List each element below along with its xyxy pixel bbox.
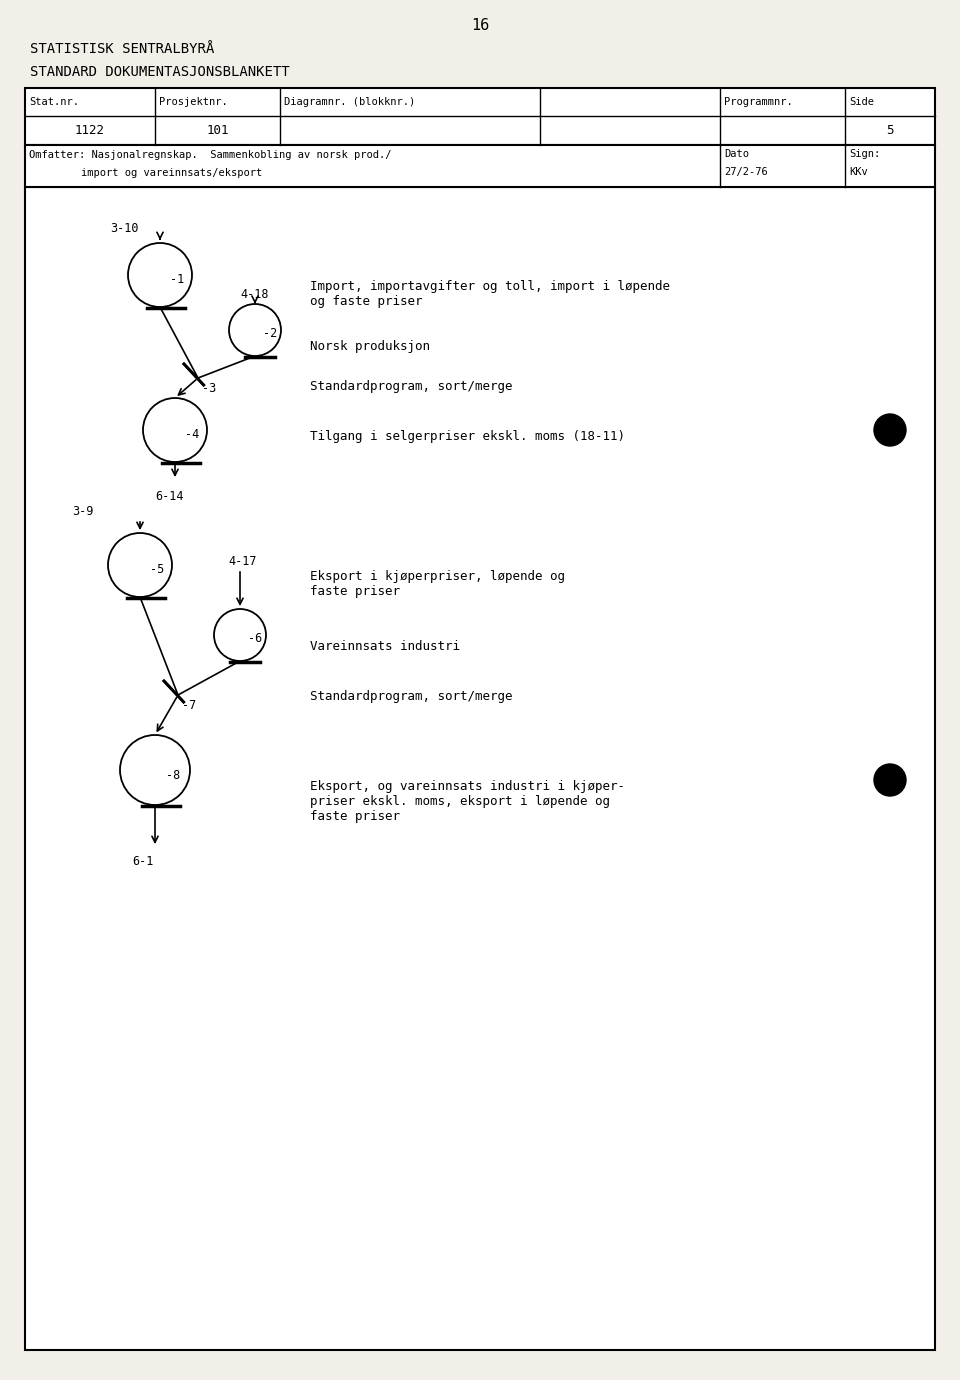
Text: Programmnr.: Programmnr.	[724, 97, 793, 108]
Text: Tilgang i selgerpriser ekskl. moms (18-11): Tilgang i selgerpriser ekskl. moms (18-1…	[310, 431, 625, 443]
Ellipse shape	[229, 304, 281, 356]
Text: -6: -6	[248, 632, 262, 646]
Text: 1122: 1122	[75, 124, 105, 137]
Text: -3: -3	[202, 382, 216, 395]
Text: 4-18: 4-18	[240, 288, 269, 301]
Bar	[25, 188, 935, 1350]
Text: Norsk produksjon: Norsk produksjon	[310, 339, 430, 353]
Ellipse shape	[214, 609, 266, 661]
Text: Standardprogram, sort/merge: Standardprogram, sort/merge	[310, 690, 513, 702]
Bar	[25, 145, 935, 188]
Text: -4: -4	[184, 428, 199, 442]
Text: STATISTISK SENTRALBYRÅ: STATISTISK SENTRALBYRÅ	[30, 41, 214, 57]
Text: 4-17: 4-17	[228, 555, 256, 569]
Text: 27/2-76: 27/2-76	[724, 167, 768, 177]
Text: Stat.nr.: Stat.nr.	[29, 97, 79, 108]
Text: Side: Side	[849, 97, 874, 108]
Text: Import, importavgifter og toll, import i løpende
og faste priser: Import, importavgifter og toll, import i…	[310, 280, 670, 308]
Text: import og vareinnsats/eksport: import og vareinnsats/eksport	[81, 168, 262, 178]
Text: KKv: KKv	[849, 167, 868, 177]
Text: -2: -2	[263, 327, 277, 341]
Text: Prosjektnr.: Prosjektnr.	[159, 97, 228, 108]
Circle shape	[874, 765, 906, 796]
Text: 5: 5	[886, 124, 894, 137]
Text: Sign:: Sign:	[849, 149, 880, 159]
Ellipse shape	[128, 243, 192, 306]
Text: 16: 16	[470, 18, 490, 33]
Text: Eksport, og vareinnsats industri i kjøper-
priser ekskl. moms, eksport i løpende: Eksport, og vareinnsats industri i kjøpe…	[310, 780, 625, 822]
Text: -8: -8	[165, 769, 180, 781]
Text: STANDARD DOKUMENTASJONSBLANKETT: STANDARD DOKUMENTASJONSBLANKETT	[30, 65, 290, 79]
Text: Standardprogram, sort/merge: Standardprogram, sort/merge	[310, 380, 513, 393]
Text: -1: -1	[170, 273, 184, 286]
Text: 6-1: 6-1	[132, 856, 154, 868]
Text: Dato: Dato	[724, 149, 749, 159]
Circle shape	[874, 414, 906, 446]
Text: -5: -5	[150, 563, 164, 577]
Text: 6-14: 6-14	[155, 490, 183, 502]
Ellipse shape	[108, 533, 172, 598]
Ellipse shape	[120, 736, 190, 805]
Bar	[25, 88, 935, 145]
Ellipse shape	[143, 397, 207, 462]
Text: 3-9: 3-9	[72, 505, 93, 518]
Text: Diagramnr. (blokknr.): Diagramnr. (blokknr.)	[284, 97, 416, 108]
Text: 101: 101	[206, 124, 228, 137]
Text: 3-10: 3-10	[110, 222, 138, 235]
Text: Vareinnsats industri: Vareinnsats industri	[310, 640, 460, 653]
Text: Eksport i kjøperpriser, løpende og
faste priser: Eksport i kjøperpriser, løpende og faste…	[310, 570, 565, 598]
Text: Omfatter: Nasjonalregnskap.  Sammenkobling av norsk prod./: Omfatter: Nasjonalregnskap. Sammenkoblin…	[29, 150, 392, 160]
Text: -7: -7	[182, 700, 196, 712]
